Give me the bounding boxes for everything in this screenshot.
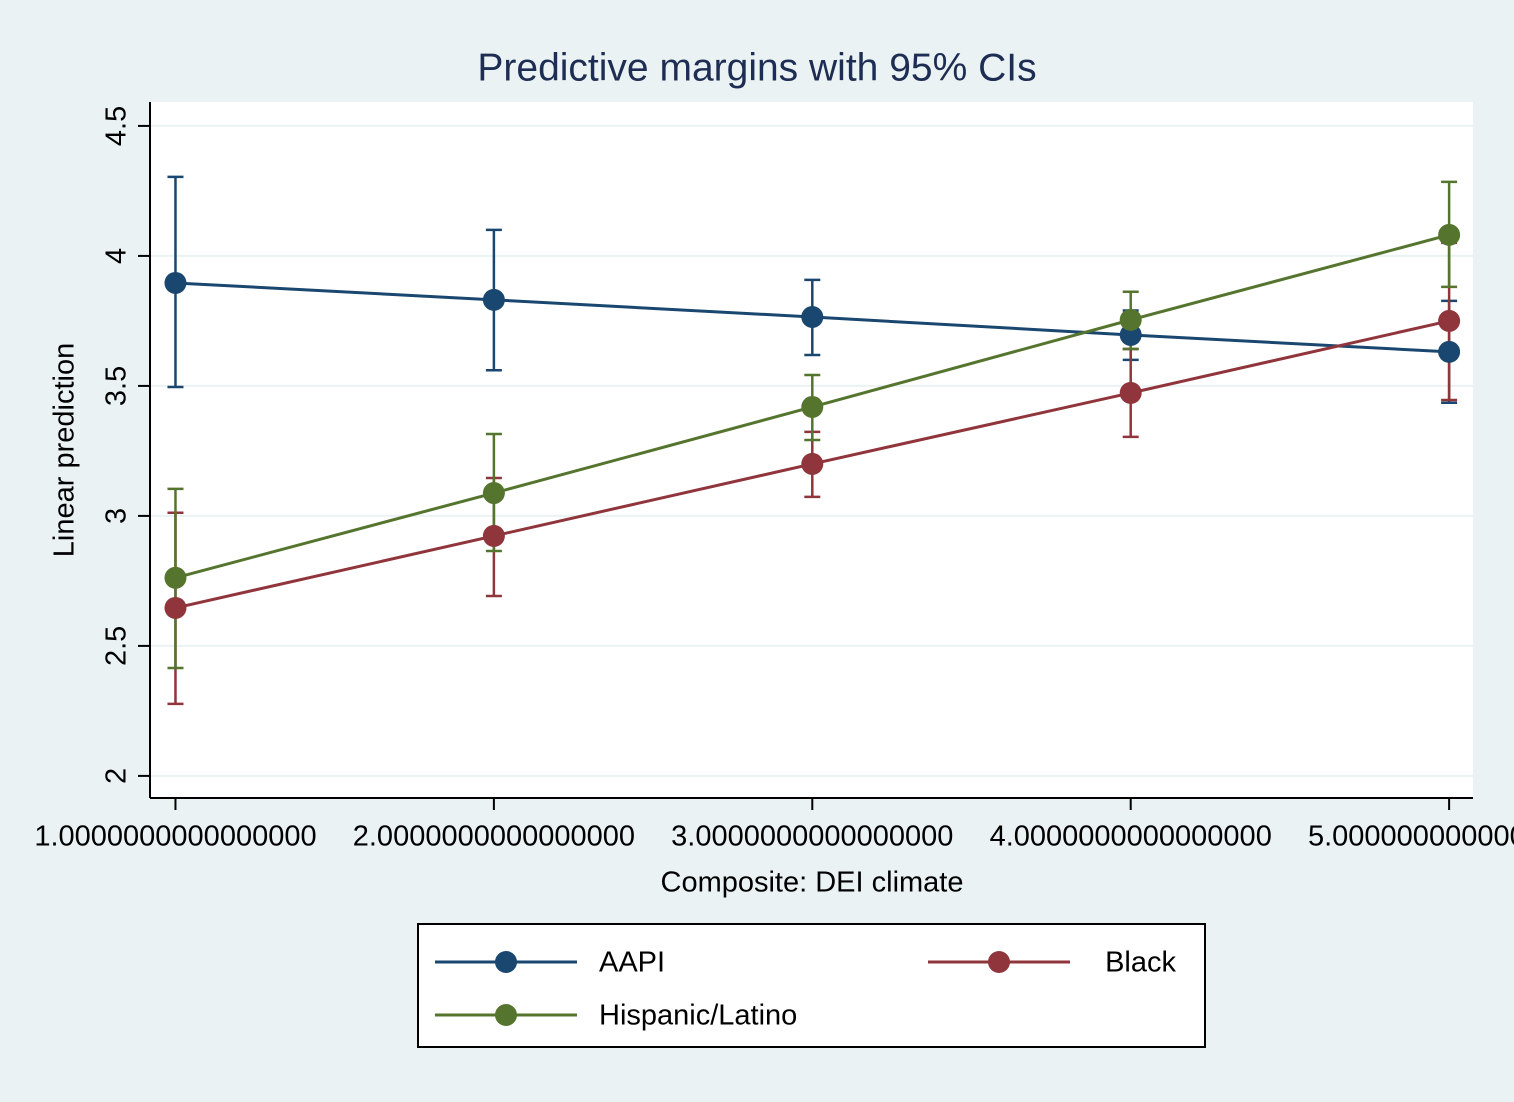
x-tick-label: 1.0000000000000000 [34,821,316,853]
data-point [1119,323,1142,346]
data-point [1438,309,1461,332]
x-tick-label: 5.0000000000000000 [1308,821,1514,853]
data-point [1438,223,1461,246]
data-point [164,596,187,619]
data-point [801,452,824,475]
x-axis-title: Composite: DEI climate [661,867,964,899]
data-point [482,482,505,505]
x-tick-label: 3.0000000000000000 [671,821,953,853]
data-point [482,524,505,547]
data-point [1119,308,1142,331]
data-point [482,288,505,311]
y-tick-label: 4 [101,248,133,264]
data-point [1119,381,1142,404]
data-point [164,271,187,294]
data-point [1438,340,1461,363]
x-tick-label: 4.0000000000000000 [990,821,1272,853]
legend-marker [495,951,517,973]
legend-marker [495,1004,517,1026]
data-point [164,566,187,589]
y-tick-label: 4.5 [101,106,133,146]
x-tick-label: 2.0000000000000000 [353,821,635,853]
y-axis-title: Linear prediction [49,343,81,557]
legend-label: Hispanic/Latino [599,1000,797,1032]
data-point [801,395,824,418]
legend-marker [988,951,1010,973]
y-tick-label: 2 [101,768,133,784]
y-tick-label: 2.5 [101,626,133,666]
legend-label: Black [1105,947,1176,979]
y-tick-label: 3.5 [101,366,133,406]
chart-title: Predictive margins with 95% CIs [477,46,1036,89]
y-tick-label: 3 [101,508,133,524]
legend-box [417,923,1206,1048]
data-point [801,306,824,329]
legend-label: AAPI [599,947,665,979]
